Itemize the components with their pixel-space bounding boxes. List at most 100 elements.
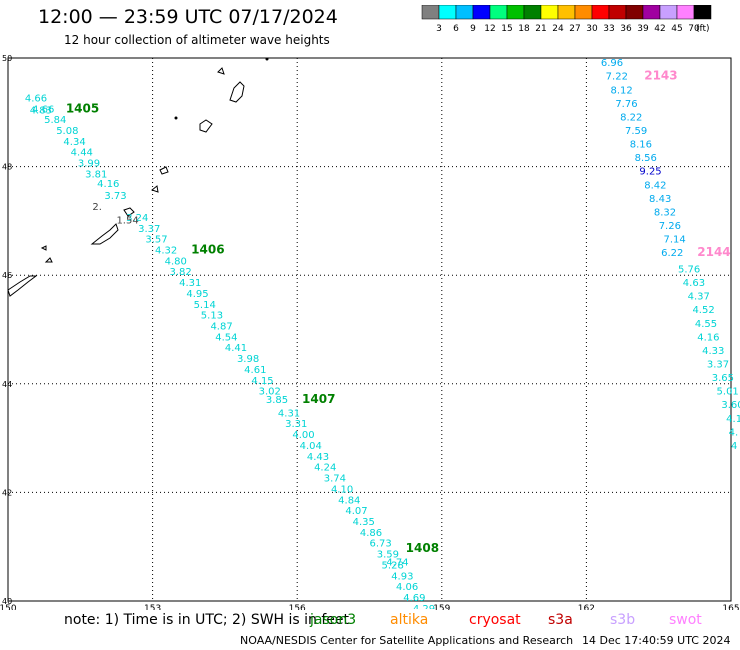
- wave-height-label: 5.76: [678, 264, 700, 275]
- legend-label: 36: [620, 24, 632, 34]
- wave-height-label: 5.08: [56, 126, 78, 137]
- island-outline: [199, 119, 213, 133]
- lon-tick-label: 156: [289, 604, 306, 610]
- wave-height-label: 4.87: [210, 322, 232, 333]
- wave-height-label: 3.57: [145, 235, 167, 246]
- wave-height-label: 5.84: [44, 115, 66, 126]
- wave-height-label: 4.31: [179, 278, 201, 289]
- wave-height-label: 4.80: [165, 256, 187, 267]
- pass-time-label: 1405: [66, 101, 99, 115]
- wave-height-label: 3.98: [237, 354, 259, 365]
- satellite-cryosat: cryosat: [469, 612, 521, 628]
- color-legend: 3 6 9 12 15 18 21 24 27 30 33 36 39 42 45 70(ft): [421, 5, 712, 34]
- wave-height-label: 4.24: [314, 463, 336, 474]
- wave-height-label: 3.85: [266, 395, 288, 406]
- legend-label: 42: [654, 24, 665, 34]
- wave-height-label: 3.82: [169, 267, 191, 278]
- satellite-s3a: s3a: [548, 612, 573, 628]
- island-outline: [44, 257, 53, 263]
- wave-height-label: 2.: [92, 202, 102, 213]
- wave-height-label: 4.63: [683, 278, 705, 289]
- wave-height-label: 7.14: [664, 235, 686, 246]
- pass-time-label: 1408: [406, 541, 439, 555]
- map-subtitle: 12 hour collection of altimeter wave hei…: [64, 33, 330, 47]
- legend-label: 6: [453, 24, 459, 34]
- wave-height-label: 3.02: [259, 387, 281, 398]
- map-frame: [7, 57, 732, 602]
- wave-height-label: 4.1: [726, 414, 740, 425]
- wave-height-label: 8.16: [630, 140, 652, 151]
- legend-label: 39: [637, 24, 649, 34]
- wave-height-label: 9.25: [639, 167, 661, 178]
- wave-height-label: 3.99: [78, 159, 100, 170]
- wave-height-label: 4.66: [25, 93, 47, 104]
- island-outline: [7, 275, 38, 297]
- wave-height-label: 3.59: [377, 550, 399, 561]
- wave-height-label: 7.22: [606, 72, 628, 83]
- lat-tick-label: 40: [2, 597, 12, 606]
- wave-height-label: 4.16: [97, 179, 119, 190]
- wave-height-label: 4.34: [63, 137, 85, 148]
- wave-height-label: 4.54: [215, 332, 237, 343]
- island-outline: [90, 223, 119, 245]
- legend-label: 27: [569, 24, 580, 34]
- island-outline: [123, 207, 135, 217]
- wave-height-label: 4.00: [292, 430, 314, 441]
- legend-unit: (ft): [696, 24, 710, 34]
- wave-height-label: 3.65: [712, 373, 734, 384]
- legend-label: 45: [671, 24, 682, 34]
- lat-tick-label: 44: [2, 380, 12, 389]
- wave-height-label: 4.29: [413, 604, 435, 610]
- wave-height-label: 3.37: [707, 360, 729, 371]
- wave-height-label: 4.35: [353, 517, 375, 528]
- legend-label: 18: [518, 24, 530, 34]
- wave-height-label: 7.76: [615, 99, 637, 110]
- wave-height-label: 4.61: [244, 365, 266, 376]
- wave-height-label: 3.60: [721, 400, 740, 411]
- island-outline: [217, 67, 225, 75]
- wave-height-label: 4.33: [702, 346, 724, 357]
- wave-height-label: 8.32: [654, 207, 676, 218]
- wave-height-label: 4.66: [32, 104, 54, 115]
- wave-height-label: 8.12: [611, 85, 633, 96]
- legend-swatch: [693, 5, 712, 20]
- wave-height-label: 4.06: [396, 582, 418, 593]
- wave-height-label: 3.81: [85, 169, 107, 180]
- wave-height-label: 4.: [729, 427, 739, 438]
- wave-height-label: 4.44: [71, 148, 93, 159]
- wave-height-label: 4.16: [697, 332, 719, 343]
- island-outline: [159, 166, 169, 175]
- lon-tick-label: 159: [433, 604, 450, 610]
- wave-height-label: 8.42: [644, 180, 666, 191]
- wave-height-label: 4.10: [331, 484, 353, 495]
- satellite-s3b: s3b: [610, 612, 636, 628]
- wave-height-label: 4.86: [360, 528, 382, 539]
- wave-height-label: 3.31: [285, 419, 307, 430]
- wave-height-label: 7.26: [659, 221, 681, 232]
- wave-height-label: 6.96: [601, 58, 623, 69]
- island-outline: [150, 185, 159, 193]
- wave-height-label: 4.95: [186, 289, 208, 300]
- lon-tick-label: 150: [0, 604, 17, 610]
- wave-height-label: 3.73: [104, 191, 126, 202]
- coastline: [7, 57, 269, 297]
- wave-height-label: 7.59: [625, 126, 647, 137]
- wave-height-label: 4.55: [695, 319, 717, 330]
- footer-note: note: 1) Time is in UTC; 2) SWH is in fe…: [64, 612, 350, 628]
- wave-height-label: 5.01: [717, 387, 739, 398]
- wave-height-label: 4: [731, 441, 737, 452]
- pass-time-label: 1407: [302, 392, 335, 406]
- wave-height-label: 8.56: [635, 153, 657, 164]
- island-outline: [40, 245, 47, 251]
- wave-height-label: 4.15: [251, 376, 273, 387]
- credit-timestamp: 14 Dec 17:40:59 UTC 2024: [582, 634, 731, 647]
- satellite-swot: swot: [669, 612, 702, 628]
- wave-height-label: 7.13: [596, 45, 618, 56]
- pass-time-label: 1406: [191, 242, 224, 256]
- island-dot: [265, 57, 269, 61]
- wave-height-label: 4.93: [391, 571, 413, 582]
- legend-label: 9: [470, 24, 476, 34]
- wave-height-label: 8.43: [649, 194, 671, 205]
- credit-text: NOAA/NESDIS Center for Satellite Applica…: [240, 634, 574, 647]
